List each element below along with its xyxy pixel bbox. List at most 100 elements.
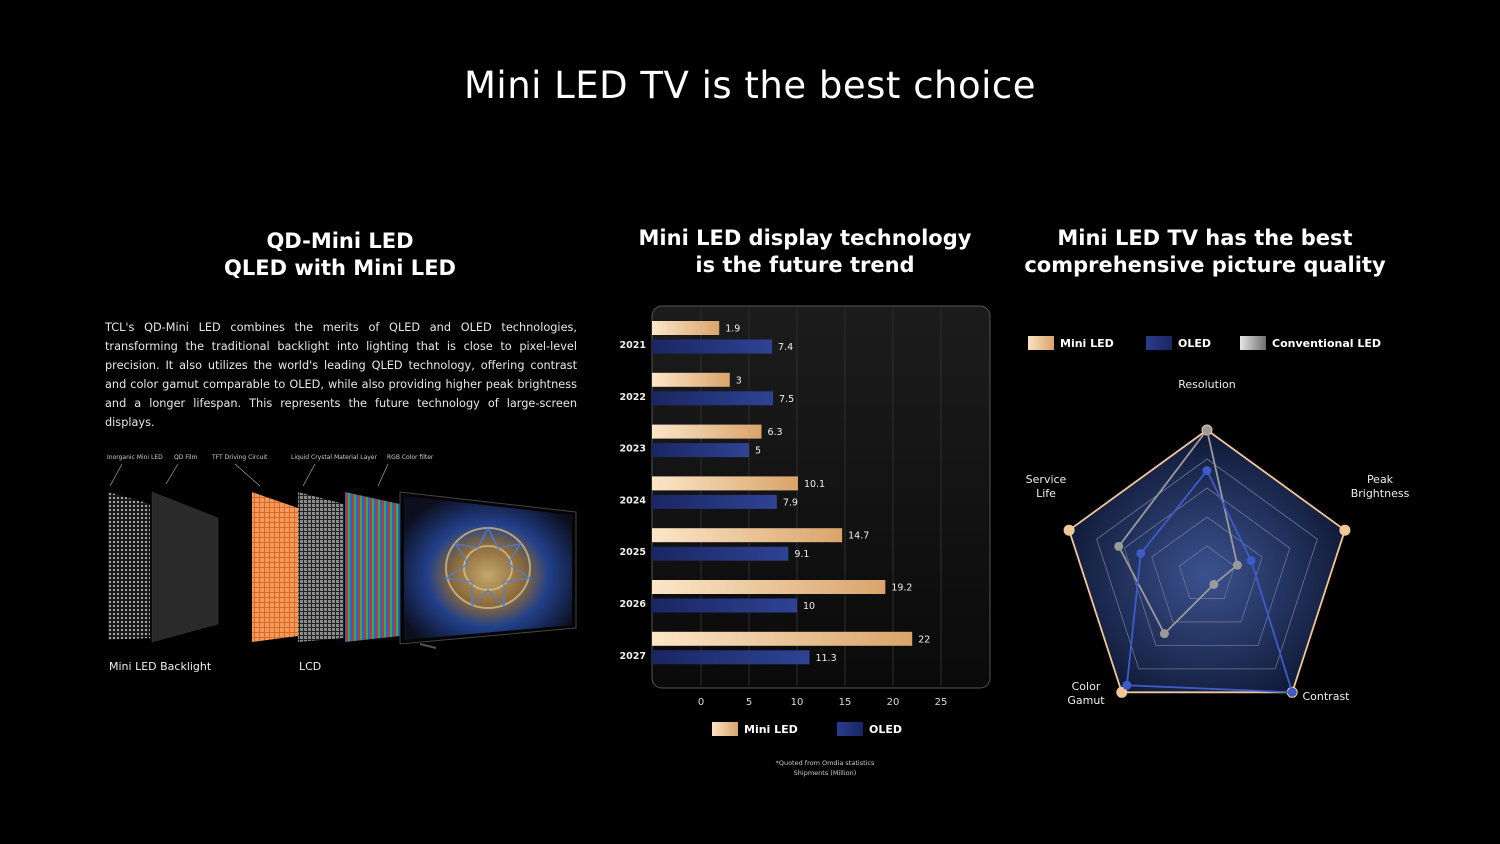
category-label: 2024 [620,495,647,506]
legend-swatch [712,722,738,736]
bar-value-label: 5 [755,446,761,457]
bar-mini-led [652,476,798,491]
radar-gridline [1123,487,1291,646]
bar-oled [652,391,773,406]
radar-point-conventional-led [1232,560,1242,570]
bar-mini-led [652,372,730,387]
title-line-2: comprehensive picture quality [1024,253,1386,277]
bar-oled [652,339,773,354]
legend-swatch [837,722,863,736]
radar-point-mini-led [1339,524,1351,536]
bar-mini-led [652,528,843,543]
bar-oled [652,546,789,561]
layer-label-liquid-crystal: Liquid Crystal Material Layer [291,454,377,461]
mini-led-backlight-panel [108,492,150,640]
radar-point-oled [1122,680,1132,690]
radar-axis-label: Resolution [1178,378,1236,391]
title-line-2: is the future trend [695,253,915,277]
layer-label-qd-film: QD Film [174,454,198,461]
mini-led-backlight-label: Mini LED Backlight [109,660,212,673]
radar-point-conventional-led [1209,579,1219,589]
bar-oled [652,443,749,458]
layer-label-rgb-filter: RGB Color filter [387,454,434,461]
x-tick-label: 15 [839,697,852,708]
footnote-source: *Quoted from Omdia statistics [775,759,875,767]
x-tick-label: 0 [698,697,704,708]
bar-mini-led [652,321,720,335]
radar-axis-label: Service Life [1026,473,1067,500]
title-line-1: Mini LED display technology [638,226,972,250]
bar-value-label: 7.5 [779,394,794,405]
qd-mini-led-description: TCL's QD-Mini LED combines the merits of… [105,321,577,429]
trend-title: Mini LED display technology is the futur… [605,225,1005,279]
radar-point-oled [1287,687,1297,697]
bar-value-label: 7.4 [778,342,793,353]
layer-label-mini-led: Inorganic Mini LED [107,454,163,461]
radar-gridline [1151,516,1263,623]
bar-oled [652,494,777,509]
radar-gridline [1096,458,1318,670]
category-label: 2021 [620,340,646,351]
bar-legend-mini-led: Mini LED [712,722,798,736]
bar-value-label: 7.9 [783,497,798,508]
bar-value-label: 11.3 [815,653,836,664]
bar-value-label: 6.3 [767,427,782,438]
lcd-label: LCD [299,660,322,673]
radar-point-mini-led [1063,524,1075,536]
bar-oled [652,598,797,613]
radar-point-conventional-led [1202,425,1212,435]
radar-point-mini-led [1116,686,1128,698]
picture-quality-radar-chart: Resolution Peak Brightness Contrast Color Gam… [1026,378,1410,707]
legend-swatch [1146,336,1172,350]
layer-label-tft: TFT Driving Circuit [212,454,268,461]
legend-label: OLED [869,722,903,736]
x-tick-label: 10 [791,697,804,708]
radar-point-oled [1202,466,1212,476]
bar-mini-led [652,424,762,439]
radar-axis-label: Contrast [1302,690,1350,703]
display-layers-illustration [108,463,577,649]
bar-value-label: 3 [736,375,742,386]
bar-value-label: 19.2 [891,583,912,594]
category-label: 2022 [620,392,646,403]
radar-series-oled [1125,468,1294,694]
legend-label: Mini LED [1060,336,1114,350]
bar-oled [652,650,810,665]
bar-mini-led [652,580,886,594]
tft-circuit-panel [252,492,298,642]
radar-legend-mini-led: Mini LED [1028,336,1114,350]
shipments-bar-chart: 1.9 7.4 3 7.5 6.3 5 10.1 7.9 14.7 9.1 19.2 10 22 11.3… [620,305,991,708]
bar-value-label: 10.1 [804,479,825,490]
radar-point-oled [1136,548,1146,558]
bar-value-label: 14.7 [848,531,869,542]
x-tick-label: 5 [746,697,752,708]
category-label: 2026 [620,599,647,610]
bar-value-label: 1.9 [725,324,740,335]
radar-series-conventional-led [1117,427,1239,636]
tv-screen [399,491,577,649]
chart-footnote: *Quoted from Omdia statistics Shipments … [740,758,910,778]
qd-film-panel [151,491,219,643]
radar-point-conventional-led [1114,541,1124,551]
category-label: 2027 [620,651,646,662]
bar-value-label: 22 [918,634,930,645]
page-title: Mini LED TV is the best choice [463,64,1037,107]
bar-legend-oled: OLED [837,722,902,736]
liquid-crystal-panel [298,492,344,642]
x-tick-label: 25 [935,697,948,708]
rgb-filter-panel [345,492,400,642]
radar-axis-label: Color Gamut [1067,680,1105,707]
x-tick-label: 20 [887,697,900,708]
title-line-1: QD-Mini LED [266,229,414,253]
bar-value-label: 9.1 [794,549,809,560]
quality-title: Mini LED TV has the best comprehensive p… [1000,225,1410,279]
radar-point-oled [1246,556,1256,566]
bar-value-label: 10 [803,601,815,612]
legend-label: Mini LED [744,722,798,736]
title-line-1: Mini LED TV has the best [1057,226,1353,250]
radar-legend-oled: OLED [1146,336,1211,350]
radar-legend-conventional: Conventional LED [1240,336,1381,350]
radar-gridline [1178,545,1236,599]
qd-mini-led-title: QD-Mini LED QLED with Mini LED [140,228,540,282]
category-label: 2025 [620,547,646,558]
